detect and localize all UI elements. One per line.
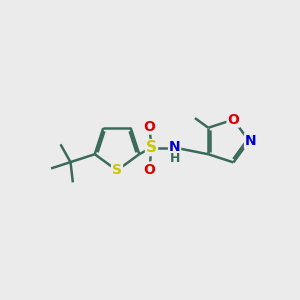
Text: O: O: [143, 120, 155, 134]
Text: H: H: [169, 152, 180, 165]
Text: N: N: [245, 134, 256, 148]
Text: S: S: [112, 164, 122, 177]
Text: N: N: [169, 140, 180, 154]
Text: S: S: [146, 140, 157, 155]
Text: O: O: [143, 163, 155, 176]
Text: O: O: [227, 112, 239, 127]
